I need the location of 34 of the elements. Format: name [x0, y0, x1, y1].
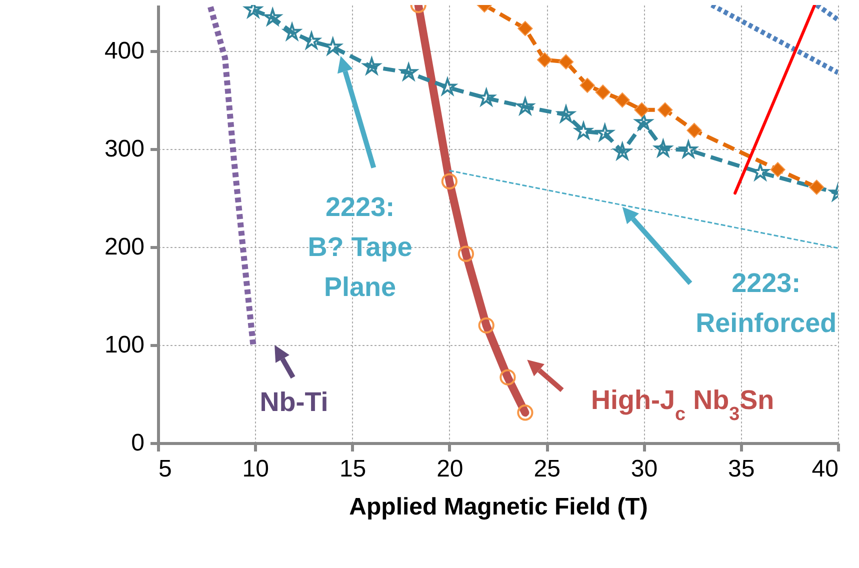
point — [614, 92, 630, 108]
point — [680, 140, 698, 158]
annotation: High-J$_{c}$ Nb$_{3}$Sn — [591, 384, 774, 424]
x-axis-title: Applied Magnetic Field (T) — [349, 494, 648, 520]
point — [686, 122, 702, 138]
x-tick-label: 5 — [158, 456, 172, 482]
y-tick-label: 400 — [104, 38, 144, 65]
point — [634, 102, 650, 118]
point — [558, 54, 574, 70]
x-tick-label: 20 — [436, 456, 464, 482]
point — [580, 78, 595, 93]
x-tick-label: 15 — [339, 456, 366, 482]
point — [595, 84, 610, 100]
point — [596, 124, 614, 141]
point — [574, 122, 592, 139]
point — [537, 52, 552, 68]
annotation: 2223: Reinforced — [696, 268, 837, 338]
x-tick-label: 10 — [242, 456, 269, 482]
point — [283, 23, 301, 40]
y-tick-label: 200 — [104, 234, 144, 261]
point — [809, 180, 824, 195]
annotation: Nb-Ti — [260, 386, 328, 417]
y-tick-label: 0 — [131, 430, 144, 456]
point — [518, 20, 533, 36]
x-tick-label: 30 — [630, 456, 658, 482]
x-tick-label: 40 — [812, 456, 838, 482]
annotation: 2223: B? Tape Plane — [308, 192, 412, 302]
point — [770, 162, 786, 178]
point — [658, 102, 673, 118]
y-tick-label: 300 — [104, 136, 144, 163]
x-tick-label: 25 — [534, 456, 560, 482]
point — [654, 140, 672, 157]
x-tick-label: 35 — [728, 456, 755, 482]
y-tick-label: 100 — [104, 332, 144, 359]
